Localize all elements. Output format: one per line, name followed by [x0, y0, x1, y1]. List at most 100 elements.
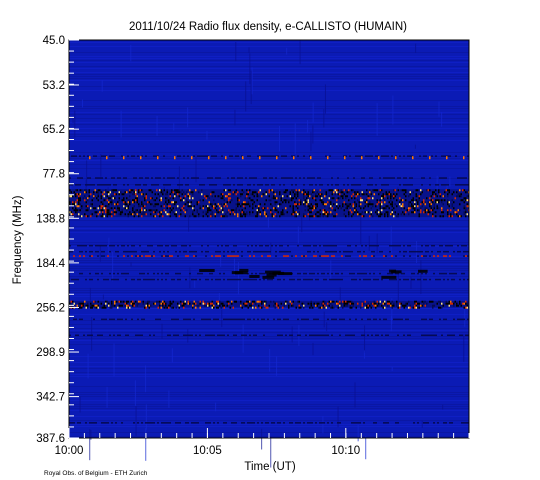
dark-cell [105, 177, 107, 179]
dark-cell [385, 155, 387, 157]
band-cell [343, 213, 345, 216]
band-cell [301, 302, 303, 305]
band-cell [418, 306, 420, 309]
dark-cell [115, 422, 117, 424]
band-cell [202, 205, 204, 208]
dark-cell [279, 334, 281, 337]
dark-cell [205, 334, 207, 337]
dark-cell [169, 184, 171, 186]
band-cell [303, 302, 305, 305]
band-cell [202, 199, 204, 202]
band-cell [103, 195, 105, 198]
dark-cell [235, 244, 237, 247]
band-cell [292, 213, 294, 216]
band-cell [243, 191, 245, 194]
texture-streak [171, 348, 173, 363]
band-cell [463, 306, 465, 309]
band-cell [276, 302, 278, 305]
band-cell [433, 191, 435, 194]
band-cell [150, 203, 152, 206]
dark-cell [353, 422, 355, 424]
dark-cell [383, 318, 385, 321]
band-cell [237, 205, 239, 208]
band-cell [309, 207, 311, 210]
dark-cell [355, 422, 357, 424]
band-cell [186, 199, 188, 202]
band-cell [417, 195, 419, 198]
band-cell [270, 211, 272, 214]
dark-cell [81, 250, 83, 253]
band-cell [465, 207, 467, 210]
band-cell [100, 215, 102, 218]
band-cell [235, 203, 237, 206]
band-cell [378, 215, 380, 218]
band-cell [207, 207, 209, 210]
dark-cell [125, 334, 127, 337]
texture-streak [294, 123, 296, 155]
band-cell [330, 302, 332, 305]
band-cell [249, 203, 251, 206]
texture-streak [195, 154, 197, 183]
band-cell [174, 201, 176, 204]
dark-cell [143, 184, 145, 186]
texture-line [69, 338, 469, 339]
band-cell [372, 189, 374, 192]
dark-cell [335, 184, 337, 186]
band-cell [427, 211, 429, 214]
dark-cell [75, 318, 77, 321]
band-cell [280, 197, 282, 200]
dark-cell [205, 278, 207, 281]
texture-streak [91, 316, 93, 351]
texture-line [69, 410, 469, 411]
band-cell [417, 306, 419, 309]
band-cell [156, 300, 158, 303]
texture-streak [269, 348, 271, 372]
band-cell [184, 193, 186, 196]
dark-cell [325, 278, 327, 281]
band-cell [391, 255, 393, 257]
dark-cell [157, 155, 159, 157]
band-cell [339, 302, 341, 305]
dark-cell [467, 334, 469, 337]
texture-line [69, 270, 469, 271]
band-cell [414, 300, 416, 303]
dark-cell [97, 334, 99, 337]
band-cell [210, 213, 212, 216]
texture-streak [106, 386, 108, 408]
band-cell [93, 195, 95, 198]
dark-cell [305, 318, 307, 321]
band-cell [436, 302, 438, 305]
dark-cell [205, 250, 207, 253]
band-cell [76, 189, 78, 192]
dark-cell [353, 278, 355, 281]
dark-cell [137, 278, 139, 281]
dark-cell [77, 278, 79, 281]
x-tick-label: 10:10 [331, 445, 360, 457]
band-cell [193, 215, 195, 218]
texture-line [69, 78, 469, 79]
band-cell [211, 191, 213, 194]
band-cell [91, 203, 93, 206]
band-cell [111, 207, 113, 210]
dark-cell [255, 272, 257, 275]
texture-line [69, 308, 469, 309]
dark-cell [297, 272, 299, 275]
dark-cell [87, 184, 89, 186]
band-cell [160, 302, 162, 305]
dark-cell [127, 250, 129, 253]
band-cell [130, 213, 132, 216]
x-axis-label: Time (UT) [244, 461, 295, 473]
band-cell [423, 300, 425, 303]
dark-cell [449, 334, 451, 337]
dark-cell [249, 184, 251, 186]
band-cell [232, 306, 234, 309]
band-cell [76, 193, 78, 196]
band-cell [390, 213, 392, 216]
dark-cell [463, 318, 465, 321]
band-cell [145, 302, 147, 305]
band-cell [208, 197, 210, 200]
band-cell [336, 213, 338, 216]
band-cell [160, 211, 162, 214]
band-cell [123, 255, 125, 257]
band-cell [297, 207, 299, 210]
